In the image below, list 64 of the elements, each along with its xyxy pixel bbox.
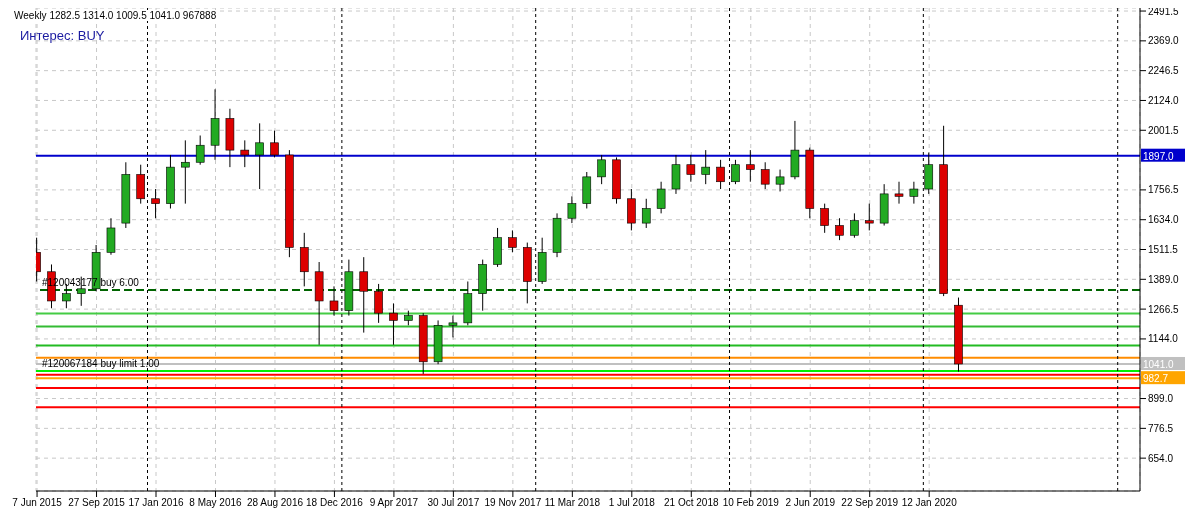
y-tick-label: 776.5 <box>1148 422 1174 434</box>
x-tick-label: 27 Sep 2015 <box>68 497 126 509</box>
candlestick <box>567 195 577 224</box>
y-tick-label: 1756.5 <box>1148 184 1180 196</box>
candlestick <box>775 169 785 192</box>
chart-title: Weekly 1282.5 1314.0 1009.5 1041.0 967888 <box>14 10 217 21</box>
x-tick-label: 12 Jan 2020 <box>901 497 958 509</box>
candlestick <box>835 217 844 241</box>
x-tick-label: 9 Apr 2017 <box>369 497 419 509</box>
x-tick-label: 8 May 2016 <box>189 497 243 509</box>
x-tick-label: 1 Jul 2018 <box>608 497 656 509</box>
candlestick <box>181 139 190 205</box>
ref-line-label: 1897.0 <box>1143 150 1175 162</box>
candlestick <box>760 161 770 190</box>
x-tick-label: 18 Dec 2016 <box>306 497 364 509</box>
y-tick-label: 2001.5 <box>1148 124 1180 136</box>
candlestick <box>656 181 666 214</box>
candlestick <box>508 229 517 253</box>
candlestick <box>746 149 755 183</box>
y-tick-label: 1634.0 <box>1148 214 1180 226</box>
x-tick-label: 7 Jun 2015 <box>12 497 63 509</box>
y-tick-label: 1144.0 <box>1148 333 1179 345</box>
x-tick-label: 28 Aug 2016 <box>246 497 304 509</box>
candlestick <box>864 203 874 231</box>
candlestick <box>195 135 205 166</box>
x-tick-label: 2 Jun 2019 <box>785 497 836 509</box>
ref-line-label: #120067184 buy limit 1.00 <box>42 358 160 370</box>
ref-line-label: 982.7 <box>1143 373 1169 385</box>
y-tick-label: 2491.5 <box>1148 5 1180 17</box>
candlestick <box>255 122 264 190</box>
x-tick-label: 17 Jan 2016 <box>128 497 184 509</box>
candlestick <box>820 203 829 234</box>
x-tick-label: 10 Feb 2019 <box>722 497 780 509</box>
candlestick <box>389 302 398 346</box>
x-tick-label: 21 Oct 2018 <box>664 497 719 509</box>
candlestick <box>240 139 250 168</box>
annotation: Интерес: BUY <box>20 28 105 43</box>
x-tick-label: 22 Sep 2019 <box>841 497 899 509</box>
candlestick <box>270 130 279 158</box>
y-tick-label: 2369.0 <box>1148 35 1180 47</box>
y-tick-label: 1389.0 <box>1148 273 1180 285</box>
ref-line-label: 1041.0 <box>1143 358 1175 370</box>
y-tick-label: 1266.5 <box>1148 303 1180 315</box>
candlestick <box>894 181 904 205</box>
y-tick-label: 2246.5 <box>1148 65 1180 77</box>
x-tick-label: 11 Mar 2018 <box>544 497 601 509</box>
candlestick <box>374 283 383 324</box>
x-tick-label: 19 Nov 2017 <box>484 497 542 509</box>
candlestick <box>359 256 369 334</box>
y-tick-label: 654.0 <box>1148 452 1174 464</box>
y-tick-label: 2124.0 <box>1148 95 1180 107</box>
candlestick <box>701 149 711 185</box>
x-tick-label: 30 Jul 2017 <box>427 497 480 509</box>
candlestick <box>597 154 606 185</box>
candlestick <box>329 285 339 317</box>
candlestick <box>716 159 725 190</box>
y-tick-label: 899.0 <box>1148 393 1174 405</box>
candlestick <box>850 212 859 239</box>
candlestick <box>641 198 651 229</box>
candlestick <box>686 154 696 183</box>
y-tick-label: 1511.5 <box>1148 244 1179 256</box>
candlestick <box>448 315 458 338</box>
candlestick <box>151 188 160 219</box>
candlestick <box>909 181 919 205</box>
